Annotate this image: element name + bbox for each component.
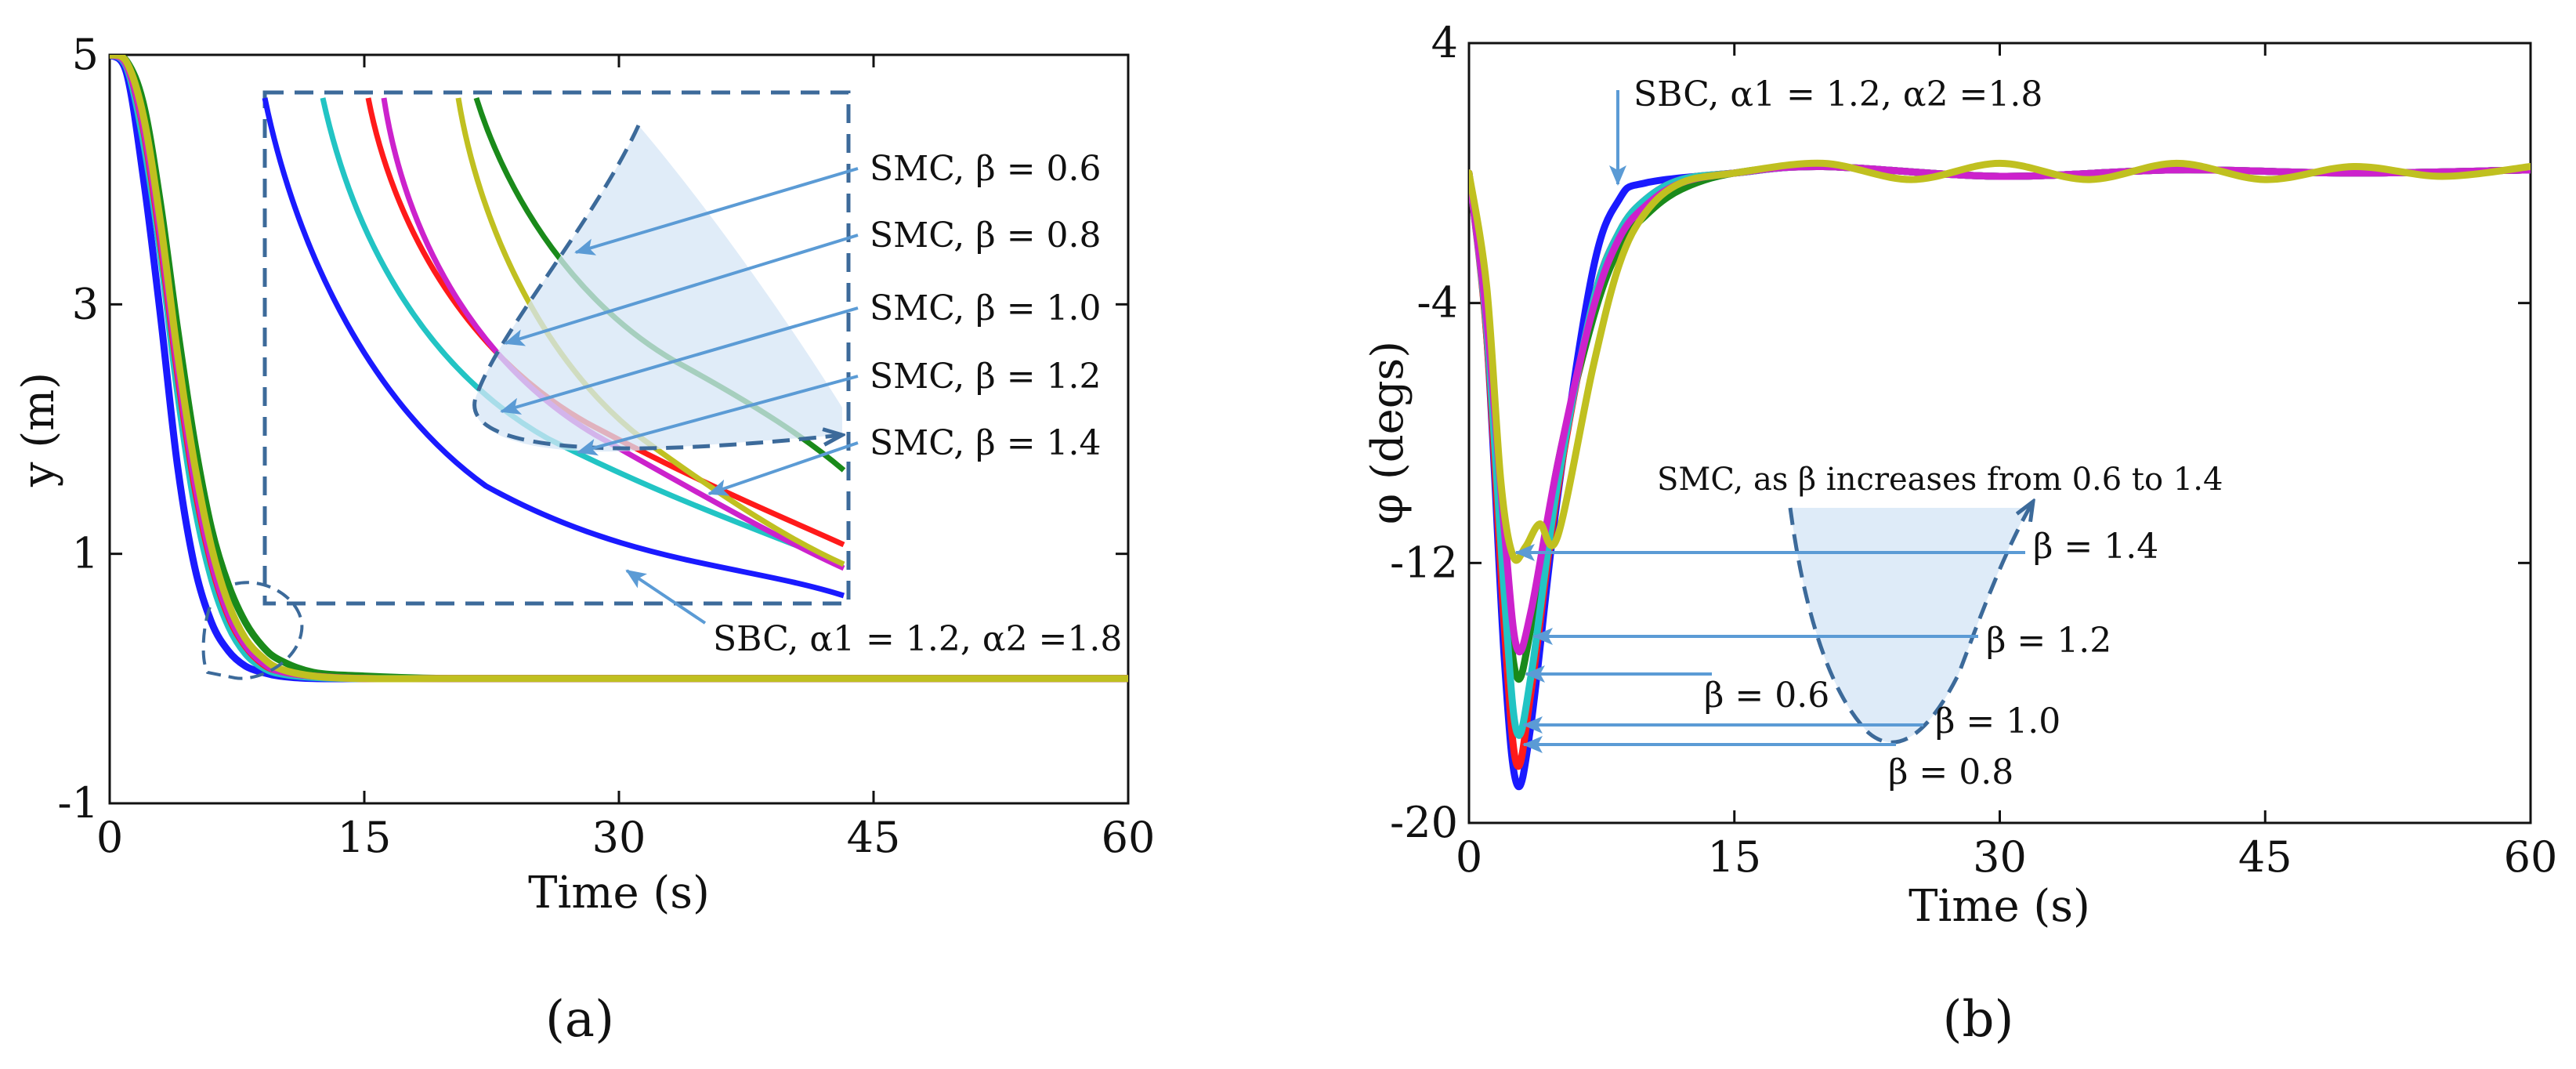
arrow-a-beta-1.4 [707, 441, 859, 496]
annotation-b-beta-0.6: β = 0.6 [1704, 676, 1829, 716]
chart-b-xtick-label: 15 [1707, 832, 1761, 882]
chart-a-xtick-label: 0 [96, 813, 123, 862]
annotation-a-smc-beta-0.8: SMC, β = 0.8 [870, 216, 1102, 255]
chart-a-ticks: 0 15 30 45 60 5 3 1 -1 [57, 30, 1155, 862]
chart-b-series-magenta [1469, 162, 2531, 656]
chart-b-ytick-label: -20 [1390, 798, 1458, 847]
arrow-a-beta-0.8 [504, 234, 859, 346]
chart-b-xtick-label: 30 [1973, 832, 2027, 882]
chart-a-zoom-circle [201, 581, 304, 680]
arrow-a-beta-0.6 [574, 167, 859, 255]
arrow-a-beta-1.2 [577, 375, 859, 456]
chart-b-xlabel: Time (s) [1908, 881, 2090, 932]
inset-curve-blue [262, 97, 845, 599]
chart-a-annotations: SMC, β = 0.6 SMC, β = 0.8 SMC, β = 1.0 S… [713, 149, 1122, 659]
chart-a-xtick-label: 45 [847, 813, 901, 862]
annotation-b-smc-trend: SMC, as β increases from 0.6 to 1.4 [1657, 462, 2223, 498]
chart-b-ytick-label: -12 [1390, 538, 1458, 587]
annotation-a-smc-beta-1.2: SMC, β = 1.2 [870, 357, 1102, 397]
chart-b-annotations: SBC, α1 = 1.2, α2 =1.8 SMC, as β increas… [1634, 74, 2223, 792]
chart-a-series [110, 55, 1128, 683]
chart-b-ytick-label: -4 [1416, 278, 1458, 328]
chart-a-ylabel: y (m) [13, 372, 64, 487]
chart-a-xlabel: Time (s) [528, 868, 710, 919]
annotation-b-beta-1.0: β = 1.0 [1935, 701, 2060, 741]
chart-a-xtick-label: 60 [1102, 813, 1156, 862]
arrow-a-sbc [625, 569, 707, 625]
chart-a-ytick-label: 1 [72, 529, 99, 578]
chart-a-xtick-label: 30 [592, 813, 646, 862]
chart-a-series-olive [110, 55, 1128, 683]
chart-b-shaded-region [1790, 508, 2029, 743]
chart-b-series [1469, 159, 2531, 791]
chart-b-ticks: 0 15 30 45 60 4 -4 -12 -20 [1390, 18, 2557, 882]
annotation-b-sbc: SBC, α1 = 1.2, α2 =1.8 [1634, 74, 2042, 114]
annotation-b-beta-1.4: β = 1.4 [2033, 527, 2158, 567]
annotation-a-sbc: SBC, α1 = 1.2, α2 =1.8 [713, 619, 1122, 659]
chart-a-ytick-label: 5 [72, 30, 99, 79]
chart-a-xtick-label: 15 [338, 813, 392, 862]
annotation-a-smc-beta-1.0: SMC, β = 1.0 [870, 288, 1102, 328]
chart-a-ytick-label: -1 [57, 778, 99, 828]
annotation-b-beta-0.8: β = 0.8 [1888, 752, 2013, 792]
chart-a-inset-shaded-region [474, 125, 842, 452]
chart-b-series-olive [1469, 159, 2531, 564]
chart-b-xtick-label: 45 [2238, 832, 2292, 882]
chart-a-panel-label: (a) [545, 991, 614, 1049]
chart-b-ylabel: φ (degs) [1362, 341, 1413, 524]
chart-a-zoom-inset-frame [262, 90, 851, 606]
chart-b-xtick-label: 60 [2504, 832, 2558, 882]
annotation-a-smc-beta-1.4: SMC, β = 1.4 [870, 423, 1102, 463]
chart-b-dashed-trend [1788, 502, 2033, 745]
chart-b-panel-label: (b) [1943, 991, 2014, 1049]
chart-b-xtick-label: 0 [1456, 832, 1482, 882]
chart-a-annotation-arrows [500, 167, 859, 625]
chart-a-inset-dashed-pointer [472, 124, 842, 451]
chart-b-ytick-label: 4 [1431, 18, 1458, 67]
annotation-a-smc-beta-0.6: SMC, β = 0.6 [870, 149, 1102, 189]
annotation-b-beta-1.2: β = 1.2 [1986, 621, 2111, 661]
arrow-a-beta-1.0 [500, 306, 859, 415]
chart-b: 0 15 30 45 60 4 -4 -12 -20 SBC, α1 = 1.2, α2 =1.… [1362, 18, 2557, 1049]
chart-b-annotation-arrows [1514, 90, 2025, 753]
chart-a-ytick-label: 3 [72, 279, 99, 328]
